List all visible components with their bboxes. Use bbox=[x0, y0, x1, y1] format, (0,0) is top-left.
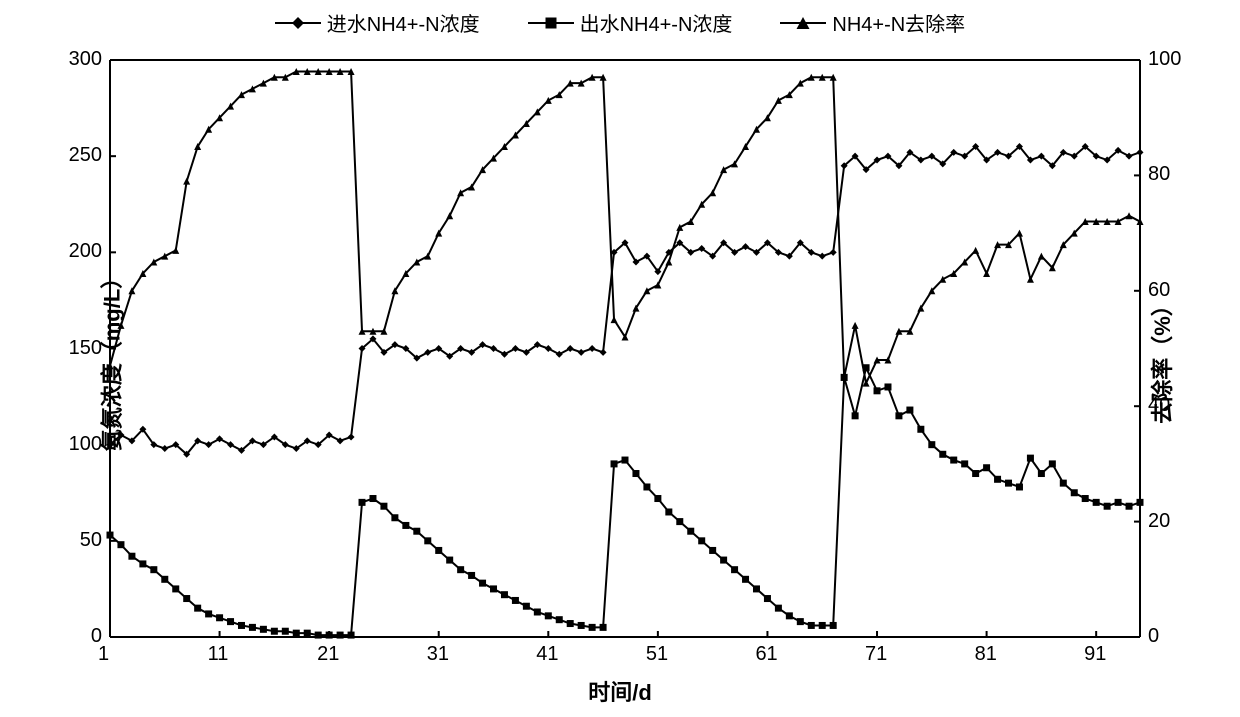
triangle-icon bbox=[797, 17, 810, 29]
y2-tick-label: 0 bbox=[1148, 625, 1159, 648]
y2-tick-label: 100 bbox=[1148, 48, 1181, 71]
nh4n-dual-axis-chart: 进水NH4+-N浓度 出水NH4+-N浓度 NH4+-N去除率 氨氮浓度（mg/… bbox=[0, 0, 1240, 717]
x-tick-label: 41 bbox=[536, 643, 558, 666]
legend-label: 出水NH4+-N浓度 bbox=[580, 8, 733, 37]
square-icon bbox=[545, 17, 556, 28]
x-tick-label: 31 bbox=[427, 643, 449, 666]
x-tick-label: 91 bbox=[1084, 643, 1106, 666]
y2-tick-label: 60 bbox=[1148, 279, 1170, 302]
x-axis-label: 时间/d bbox=[588, 675, 652, 707]
x-tick-label: 81 bbox=[975, 643, 997, 666]
chart-legend: 进水NH4+-N浓度 出水NH4+-N浓度 NH4+-N去除率 bbox=[0, 8, 1240, 37]
y2-tick-label: 20 bbox=[1148, 510, 1170, 533]
y1-tick-label: 300 bbox=[69, 48, 102, 71]
legend-item-effluent: 出水NH4+-N浓度 bbox=[528, 8, 733, 37]
legend-item-influent: 进水NH4+-N浓度 bbox=[275, 8, 480, 37]
legend-label: NH4+-N去除率 bbox=[832, 8, 965, 37]
x-tick-label: 11 bbox=[208, 643, 229, 666]
x-tick-label: 61 bbox=[755, 643, 777, 666]
y1-tick-label: 250 bbox=[69, 144, 102, 167]
legend-line bbox=[780, 22, 826, 24]
y1-tick-label: 200 bbox=[69, 240, 102, 263]
y2-tick-label: 80 bbox=[1148, 163, 1170, 186]
x-tick-label: 51 bbox=[646, 643, 668, 666]
y1-tick-label: 100 bbox=[69, 433, 102, 456]
plot-svg bbox=[110, 60, 1140, 637]
y2-tick-label: 40 bbox=[1148, 394, 1170, 417]
legend-label: 进水NH4+-N浓度 bbox=[327, 8, 480, 37]
x-tick-label: 1 bbox=[98, 643, 109, 666]
diamond-icon bbox=[292, 17, 304, 29]
legend-line bbox=[528, 22, 574, 24]
x-tick-label: 71 bbox=[865, 643, 887, 666]
plot-area bbox=[110, 60, 1140, 637]
y1-tick-label: 150 bbox=[69, 337, 102, 360]
legend-item-removal: NH4+-N去除率 bbox=[780, 8, 965, 37]
y1-tick-label: 50 bbox=[80, 529, 102, 552]
x-tick-label: 21 bbox=[317, 643, 339, 666]
legend-line bbox=[275, 22, 321, 24]
